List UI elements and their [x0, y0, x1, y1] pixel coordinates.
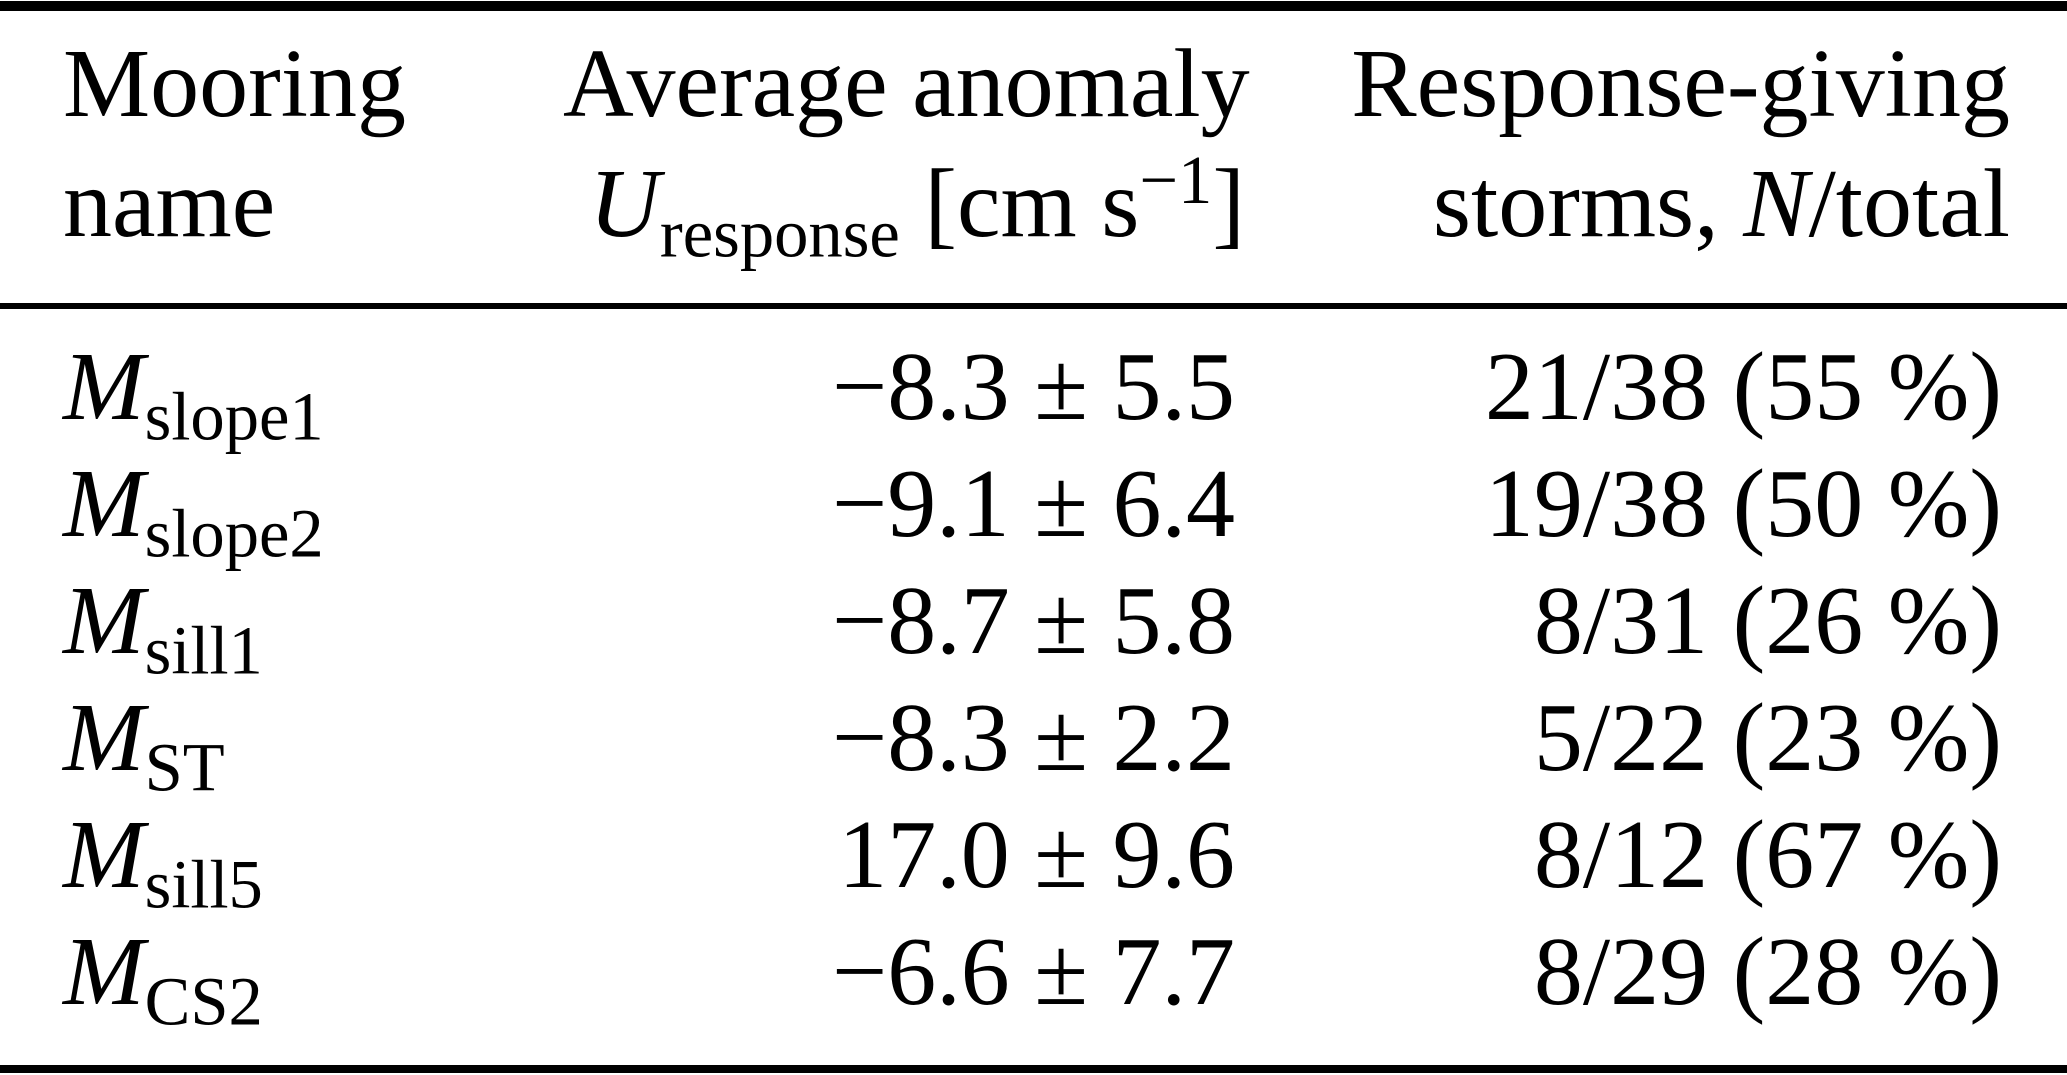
header-line-2: name Uresponse [cm s−1] storms, N/total	[63, 142, 2010, 268]
anomaly-value: −8.3 ± 5.5	[831, 333, 1235, 441]
header-storms-line1: Response-giving	[1351, 30, 2010, 138]
anomaly-value: −6.6 ± 7.7	[831, 918, 1235, 1026]
storms-prefix: storms,	[1432, 150, 1744, 258]
table-row: MCS2 −6.6 ± 7.7 8/29 (28 %)	[63, 914, 2010, 1036]
storms-suffix: /total	[1808, 150, 2010, 258]
storms-value: 8/31 (26 %)	[1533, 567, 2002, 675]
unit-superscript: −1	[1139, 142, 1213, 219]
mid-rule	[0, 303, 2067, 309]
table-row: Mslope2 −9.1 ± 6.4 19/38 (50 %)	[63, 446, 2010, 568]
header-line-1: Mooring Average anomaly Response-giving	[63, 24, 2010, 144]
n-symbol: N	[1743, 150, 1809, 258]
m-symbol: M	[63, 684, 145, 792]
storms-value: 21/38 (55 %)	[1484, 333, 2002, 441]
mooring-name: Msill1	[63, 563, 563, 685]
storms-value: 8/12 (67 %)	[1533, 801, 2002, 909]
anomaly-value: 17.0 ± 9.6	[838, 801, 1235, 909]
u-symbol: U	[589, 150, 660, 258]
table-row: MST −8.3 ± 2.2 5/22 (23 %)	[63, 680, 2010, 802]
mooring-name: MST	[63, 680, 563, 802]
m-symbol: M	[63, 333, 145, 441]
m-symbol: M	[63, 450, 145, 558]
header-mooring-line2: name	[63, 150, 276, 258]
header-mooring-line1: Mooring	[63, 30, 406, 138]
u-subscript: response	[659, 195, 900, 272]
table-row: Mslope1 −8.3 ± 5.5 21/38 (55 %)	[63, 329, 2010, 451]
m-subscript: slope1	[144, 378, 324, 455]
storms-value: 19/38 (50 %)	[1484, 450, 2002, 558]
mooring-name: Mslope1	[63, 329, 563, 451]
unit-prefix: [cm s	[899, 150, 1140, 258]
m-subscript: ST	[144, 729, 225, 806]
mooring-name: Msill5	[63, 797, 563, 919]
table-row: Msill5 17.0 ± 9.6 8/12 (67 %)	[63, 797, 2010, 919]
m-subscript: sill1	[144, 612, 263, 689]
m-subscript: sill5	[144, 846, 263, 923]
top-rule	[0, 1, 2067, 11]
storms-value: 8/29 (28 %)	[1533, 918, 2002, 1026]
mooring-name: Mslope2	[63, 446, 563, 568]
header-anomaly-line1: Average anomaly	[563, 30, 1250, 138]
m-subscript: slope2	[144, 495, 324, 572]
bottom-rule	[0, 1065, 2067, 1073]
unit-suffix: ]	[1212, 150, 1245, 258]
header-anomaly-line2: Uresponse [cm s−1]	[563, 142, 1245, 268]
anomaly-value: −9.1 ± 6.4	[831, 450, 1235, 558]
mooring-name: MCS2	[63, 914, 563, 1036]
storms-value: 5/22 (23 %)	[1533, 684, 2002, 792]
m-symbol: M	[63, 567, 145, 675]
header-storms-line2: storms, N/total	[1245, 144, 2010, 264]
m-symbol: M	[63, 801, 145, 909]
anomaly-value: −8.3 ± 2.2	[831, 684, 1235, 792]
table-row: Msill1 −8.7 ± 5.8 8/31 (26 %)	[63, 563, 2010, 685]
anomaly-value: −8.7 ± 5.8	[831, 567, 1235, 675]
m-subscript: CS2	[144, 963, 263, 1040]
m-symbol: M	[63, 918, 145, 1026]
